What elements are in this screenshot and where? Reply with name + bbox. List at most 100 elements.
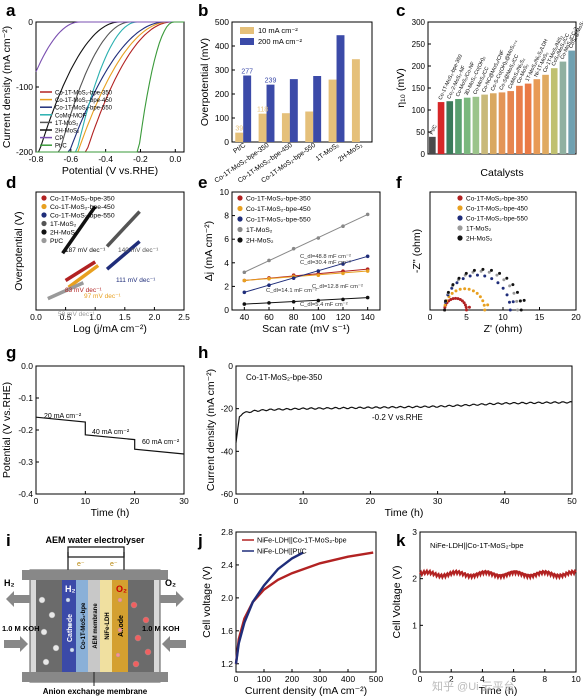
gas-bubble <box>115 652 121 658</box>
panel-j: 0 100 200 300 400 500 1.2 1.6 2.0 2.4 2.8 Current d… <box>201 527 383 697</box>
nyquist-point <box>467 287 471 291</box>
legend-entry: 1T-MoS₂ <box>466 226 492 233</box>
current-trace <box>235 400 573 443</box>
plot-area-j <box>235 531 377 673</box>
x-tick-label: 0 <box>234 496 239 506</box>
nyquist-point <box>450 291 454 295</box>
legend-swatch <box>457 225 463 231</box>
legend-entry: Co-1T-MoS₂-bpe-450 <box>50 204 115 211</box>
nyquist-point <box>505 276 509 280</box>
x-tick-label: 40 <box>240 312 250 322</box>
data-point <box>365 212 370 217</box>
y-tick-label: -40 <box>221 446 234 456</box>
gas-bubble <box>48 611 56 619</box>
y-tick-label: 8 <box>224 211 229 221</box>
panel-a: -0.8 -0.6 -0.4 -0.2 0.0 -200 -100 0 Potential (V… <box>1 17 185 177</box>
x-tick-label: 500 <box>369 674 383 684</box>
y-tick-label: -60 <box>221 489 234 499</box>
watermark-text: 知乎 @Ui 云平台 <box>432 679 515 693</box>
nyquist-point <box>515 290 519 294</box>
y-tick-label: -0.1 <box>18 393 33 403</box>
y-tick-label: 10 <box>220 187 230 197</box>
data-label: 118 <box>257 107 268 114</box>
category-label: Pt/C <box>232 142 247 155</box>
data-point <box>291 299 296 304</box>
nyquist-point <box>483 308 487 312</box>
nyquist-point <box>471 289 475 293</box>
x-axis-label: Log (j/mA cm⁻²) <box>73 323 147 335</box>
y-tick-label: -20 <box>221 404 234 414</box>
nyquist-point <box>486 303 490 307</box>
plot-area-k <box>419 531 577 673</box>
panel-letter-d: d <box>6 173 16 192</box>
bar <box>559 61 567 154</box>
x-tick-label: 0 <box>418 674 423 684</box>
legend-entry: Pt/C <box>55 144 67 150</box>
legend-swatch <box>41 229 47 235</box>
x-tick-label: 20 <box>130 496 140 506</box>
y-tick-label: 100 <box>215 113 229 123</box>
power-source <box>67 546 125 558</box>
legend-swatch <box>41 195 47 201</box>
y-tick-label: 1.6 <box>221 626 233 636</box>
panel-letter-i: i <box>6 531 11 550</box>
series-line <box>36 21 184 153</box>
nyquist-point <box>515 299 519 303</box>
x-axis-label: Time (h) <box>479 685 518 697</box>
y-tick-label: -0.2 <box>18 425 33 435</box>
o2-inner-label: O₂ <box>116 584 127 594</box>
x-tick-label: -0.2 <box>133 154 148 164</box>
x-tick-label: 30 <box>179 496 189 506</box>
panel-letter-f: f <box>396 173 402 192</box>
data-point <box>242 270 247 275</box>
y-axis-label: Δj (mA cm⁻²) <box>203 221 215 281</box>
y-tick-label: 3 <box>412 527 417 537</box>
bar <box>289 79 298 142</box>
panel-b: 0 100 200 300 400 500 Overpotential (mV) 39 277 1… <box>199 17 373 185</box>
legend-swatch <box>457 215 463 221</box>
bar <box>258 113 267 142</box>
y-tick-label: 6 <box>224 234 229 244</box>
data-point <box>316 236 321 240</box>
nyquist-point <box>443 308 447 312</box>
series-line <box>35 21 184 72</box>
bar <box>336 35 345 143</box>
x-tick-label: 100 <box>311 312 325 322</box>
nyquist-point <box>465 308 468 312</box>
legend-swatch <box>457 195 463 201</box>
slope-annotation: 140 mV dec⁻¹ <box>118 247 159 254</box>
x-tick-label: 10 <box>498 312 508 322</box>
anode-catalyst-layer <box>100 580 112 672</box>
nyquist-point <box>518 299 522 303</box>
bar <box>328 79 337 142</box>
panel-letter-j: j <box>197 531 203 550</box>
category-label: 2H-MoS₂ <box>337 142 364 164</box>
gas-bubble <box>65 597 71 603</box>
y-tick-label: 0 <box>412 667 417 677</box>
legend-swatch <box>41 220 47 227</box>
legend-entry: Co-1T-MoS₂-bpe-450 <box>55 98 113 104</box>
current-step-label: 60 mA cm⁻² <box>142 439 180 446</box>
nyquist-point <box>479 269 483 273</box>
o2-outlet-arrow <box>160 591 184 607</box>
gas-bubble <box>42 658 50 666</box>
nyquist-point <box>451 297 455 301</box>
legend-entry: CoMo-MOF <box>55 113 87 119</box>
y-axis-label: Cell voltage (V) <box>201 566 213 638</box>
legend-entry: 2H-MoS₂ <box>55 129 80 135</box>
cell-top-bar <box>22 570 168 580</box>
y-tick-label: 300 <box>412 18 426 27</box>
bar <box>437 102 445 154</box>
x-tick-label: 0 <box>234 674 239 684</box>
fit-line <box>244 213 368 273</box>
bar <box>313 76 322 142</box>
x-axis-label: Time (h) <box>91 507 130 519</box>
fit-line <box>244 255 368 293</box>
legend-entry: Co-1T-MoS₂-bpe-550 <box>55 106 113 112</box>
nyquist-point <box>511 300 515 304</box>
x-tick-label: -0.4 <box>98 154 113 164</box>
nyquist-point <box>487 270 491 274</box>
panel-letter-e: e <box>198 173 207 192</box>
nyquist-point <box>496 281 500 285</box>
